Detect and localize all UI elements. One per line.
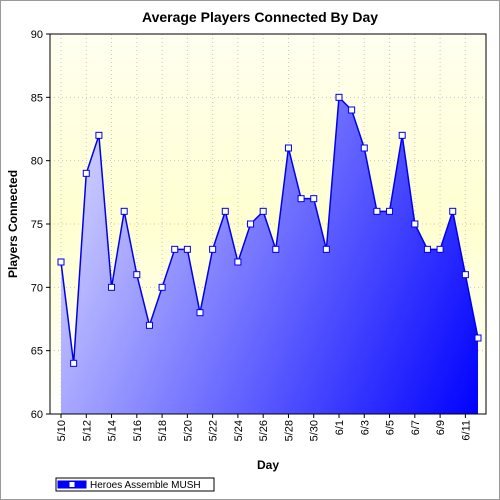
series-area (61, 97, 478, 414)
x-tick-label: 5/18 (157, 420, 169, 441)
data-point (57, 258, 65, 266)
data-point (398, 131, 406, 139)
y-axis-title: Players Connected (6, 170, 20, 278)
data-point (272, 245, 280, 253)
data-point (95, 131, 103, 139)
x-tick-label: 5/22 (208, 420, 220, 441)
y-tick-label: 60 (31, 409, 43, 421)
y-axis-ticks: 60 65 70 75 80 85 90 (31, 29, 50, 421)
data-point (386, 207, 394, 215)
x-tick-label: 5/14 (107, 420, 119, 441)
legend: Heroes Assemble MUSH (55, 477, 215, 492)
data-point (449, 207, 457, 215)
y-tick-label: 85 (31, 92, 43, 104)
x-tick-label: 6/9 (435, 420, 447, 435)
x-axis-title: Day (257, 458, 279, 472)
y-tick-label: 90 (31, 29, 43, 41)
x-tick-label: 5/10 (56, 420, 68, 441)
x-axis-ticks: 5/10 5/12 5/14 5/16 5/18 5/20 5/22 5/24 5/26 5/28… (56, 414, 472, 441)
y-tick-label: 70 (31, 282, 43, 294)
data-point (259, 207, 267, 215)
data-point (335, 93, 343, 101)
x-tick-label: 5/12 (81, 420, 93, 441)
data-point (234, 258, 242, 266)
legend-box (55, 477, 215, 492)
data-point (411, 220, 419, 228)
data-point (373, 207, 381, 215)
chart-title: Average Players Connected By Day (142, 9, 378, 25)
data-point (348, 106, 356, 114)
x-tick-label: 6/3 (359, 420, 371, 435)
x-tick-label: 6/11 (460, 420, 472, 441)
legend-marker-swatch (68, 481, 76, 488)
x-tick-label: 5/20 (182, 420, 194, 441)
x-tick-label: 5/28 (283, 420, 295, 441)
data-point (120, 207, 128, 215)
data-point (322, 245, 330, 253)
data-point (461, 271, 469, 279)
x-tick-label: 5/26 (258, 420, 270, 441)
data-point (133, 271, 141, 279)
x-tick-label: 6/5 (385, 420, 397, 435)
data-point (158, 283, 166, 291)
data-point (436, 245, 444, 253)
data-point (474, 334, 482, 342)
data-point (221, 207, 229, 215)
legend-label: Heroes Assemble MUSH (90, 480, 201, 491)
x-tick-label: 5/30 (309, 420, 321, 441)
y-tick-label: 75 (31, 219, 43, 231)
data-point (171, 245, 179, 253)
x-tick-label: 6/1 (334, 420, 346, 435)
data-point (284, 144, 292, 152)
series-area-fill (61, 97, 478, 414)
y-tick-label: 65 (31, 346, 43, 358)
data-point (297, 195, 305, 203)
data-point (70, 359, 78, 367)
data-point (310, 195, 318, 203)
legend-swatch (57, 480, 87, 489)
data-point (82, 169, 90, 177)
x-tick-label: 5/16 (132, 420, 144, 441)
x-tick-label: 6/7 (410, 420, 422, 435)
data-point (360, 144, 368, 152)
data-point (183, 245, 191, 253)
series-markers (57, 93, 482, 367)
series-line-path (60, 95, 479, 364)
data-point (108, 283, 116, 291)
x-tick-label: 5/24 (233, 420, 245, 441)
data-point (209, 245, 217, 253)
data-point (247, 220, 255, 228)
data-point (145, 321, 153, 329)
series-line (60, 95, 479, 364)
data-point (423, 245, 431, 253)
data-point (196, 309, 204, 317)
y-tick-label: 80 (31, 156, 43, 168)
